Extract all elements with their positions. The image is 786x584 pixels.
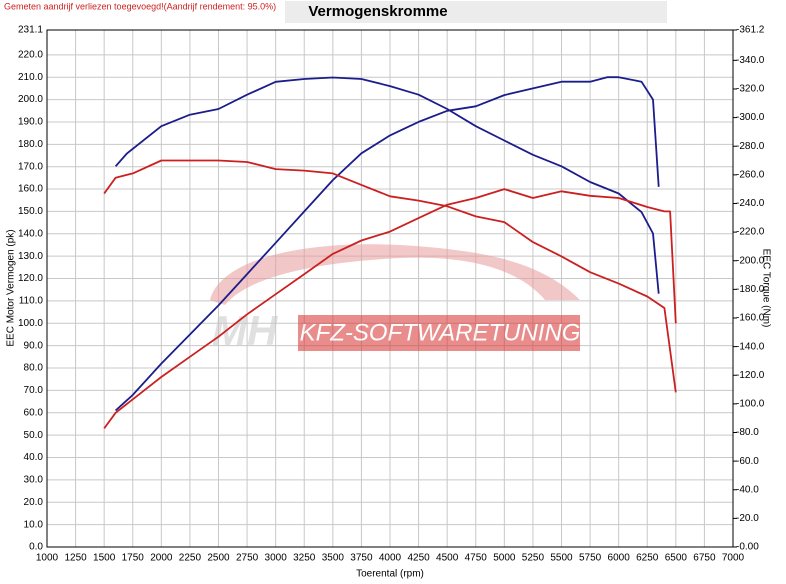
y2-tick-label: -160.0 — [736, 313, 765, 324]
y2-tick-label: -200.0 — [736, 255, 765, 266]
y-tick-label: 40.0 — [24, 452, 44, 463]
x-tick-label: 5000 — [493, 553, 516, 564]
x-tick-label: 2500 — [207, 553, 230, 564]
series-line — [114, 76, 660, 294]
x-tick-label: 3500 — [322, 553, 345, 564]
series-line — [103, 188, 677, 429]
x-tick-label: 2750 — [236, 553, 259, 564]
plot-frame — [46, 29, 734, 548]
x-tick-label: 5250 — [522, 553, 545, 564]
y-tick-label: 170.0 — [18, 161, 43, 172]
y-tick-label: 100.0 — [18, 318, 43, 329]
y-tick-label: 150.0 — [18, 206, 43, 217]
y2-tick-label: -260.0 — [736, 169, 765, 180]
y-tick-label: 120.0 — [18, 273, 43, 284]
x-tick-label: 4750 — [465, 553, 488, 564]
y-tick-label: 200.0 — [18, 94, 43, 105]
y-tick-label: 190.0 — [18, 117, 43, 128]
y2-tick-label: -320.0 — [736, 84, 765, 95]
watermark-text: KFZ-SOFTWARETUNING — [300, 319, 581, 346]
y2-tick-label: -20.0 — [736, 513, 759, 524]
title-bar — [285, 1, 667, 23]
x-tick-label: 1250 — [64, 553, 87, 564]
x-tick-label: 7000 — [722, 553, 745, 564]
watermark-band — [298, 315, 580, 351]
y-tick-label: 60.0 — [24, 407, 44, 418]
watermark: MH KFZ-SOFTWARETUNING — [210, 244, 580, 354]
x-tick-label: 4000 — [379, 553, 402, 564]
y-tick-label: 30.0 — [24, 475, 44, 486]
y2-tick-label: -280.0 — [736, 141, 765, 152]
y-tick-label: 110.0 — [19, 296, 44, 307]
y2-tick-label: -140.0 — [736, 341, 765, 352]
y2-tick-label: -361.2 — [736, 25, 765, 36]
y-tick-label: 0.0 — [29, 542, 43, 553]
y2-tick-label: -80.0 — [736, 427, 759, 438]
series-line — [103, 159, 677, 393]
y2-tick-label: -60.0 — [736, 456, 759, 467]
y-tick-label: 90.0 — [24, 340, 44, 351]
x-tick-label: 6500 — [665, 553, 688, 564]
y2-tick-label: -180.0 — [736, 284, 765, 295]
y-axis-label: EEC Motor Vermogen (pk) — [6, 229, 17, 346]
x-tick-label: 6750 — [693, 553, 716, 564]
y-tick-label: 10.0 — [24, 519, 44, 530]
y2-tick-label: -220.0 — [736, 227, 765, 238]
x-axis-label: Toerental (rpm) — [356, 569, 424, 580]
y2-tick-label: -340.0 — [736, 55, 765, 66]
x-tick-label: 1750 — [122, 553, 145, 564]
y-tick-label: 231.1 — [18, 25, 43, 36]
y2-tick-label: -0.00 — [736, 542, 759, 553]
y2-axis-label: EEC Torque (Nm) — [760, 249, 771, 328]
x-tick-label: 4250 — [407, 553, 430, 564]
x-tick-label: 1000 — [36, 553, 59, 564]
chart-title: Vermogenskromme — [308, 3, 447, 20]
y-tick-label: 70.0 — [24, 385, 44, 396]
x-tick-label: 4500 — [436, 553, 459, 564]
x-tick-label: 3000 — [265, 553, 288, 564]
watermark-logo — [210, 244, 580, 305]
y-tick-label: 50.0 — [24, 430, 44, 441]
note: Gemeten aandrijf verliezen toegevoegd!(A… — [4, 1, 276, 11]
y2-tick-label: -120.0 — [736, 370, 765, 381]
y2-tick-label: -240.0 — [736, 198, 765, 209]
y-tick-label: 220.0 — [18, 49, 43, 60]
x-tick-label: 6250 — [636, 553, 659, 564]
y-tick-label: 80.0 — [24, 363, 44, 374]
series-line — [114, 76, 660, 412]
y2-tick-label: -40.0 — [736, 484, 759, 495]
x-tick-label: 6000 — [608, 553, 631, 564]
y-tick-label: 20.0 — [24, 497, 44, 508]
y-tick-label: 160.0 — [18, 184, 43, 195]
y-tick-label: 140.0 — [18, 228, 43, 239]
y2-tick-label: -100.0 — [736, 399, 765, 410]
x-tick-label: 3250 — [293, 553, 316, 564]
y-tick-label: 130.0 — [18, 251, 43, 262]
x-tick-label: 2000 — [150, 553, 173, 564]
x-tick-label: 5750 — [579, 553, 602, 564]
x-tick-label: 2250 — [179, 553, 202, 564]
y2-tick-label: -300.0 — [736, 112, 765, 123]
x-tick-label: 3750 — [350, 553, 373, 564]
x-tick-label: 1500 — [93, 553, 116, 564]
y-tick-label: 180.0 — [18, 139, 43, 150]
y-tick-label: 210.0 — [18, 72, 43, 83]
watermark-mh: MH — [212, 307, 279, 354]
x-tick-label: 5500 — [550, 553, 573, 564]
